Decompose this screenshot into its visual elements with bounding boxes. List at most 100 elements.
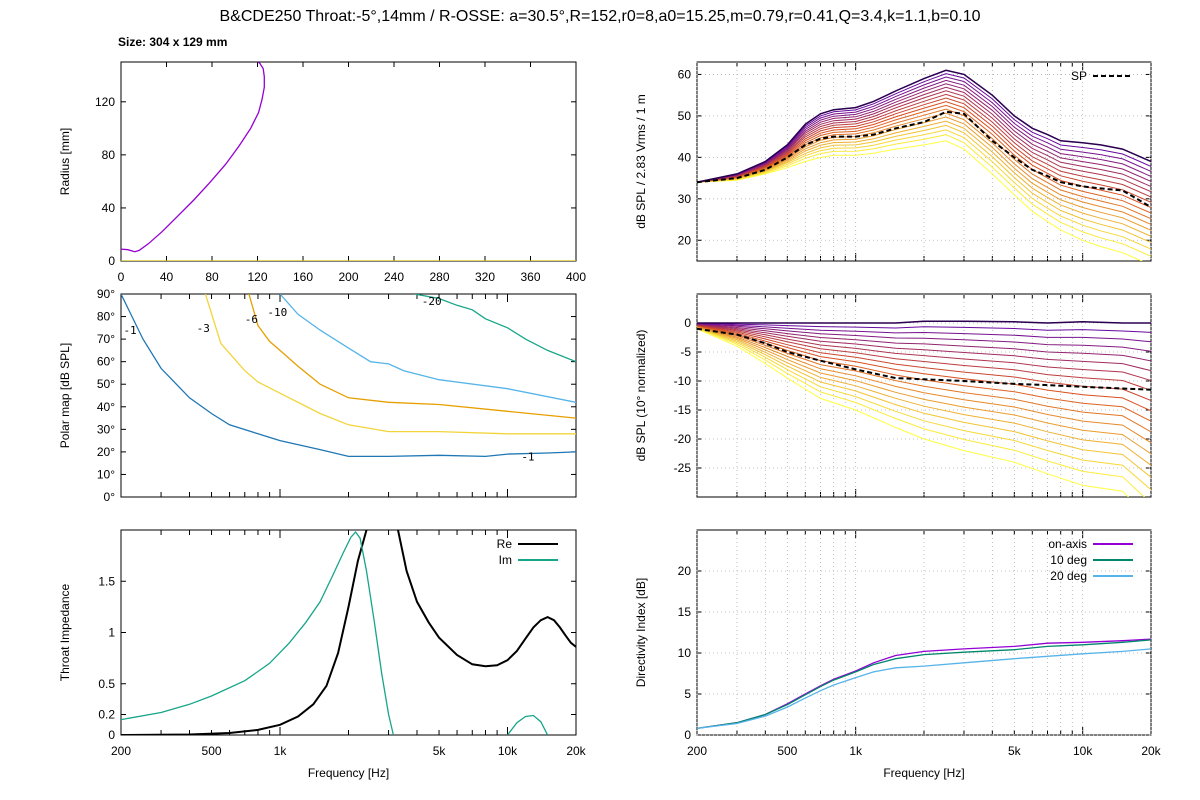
spl-ytick-label: 40 (678, 150, 692, 164)
impedance-legend-label: Re (497, 537, 513, 551)
normalized-angle-curve (697, 324, 1151, 381)
normalized-ytick-label: -15 (674, 403, 692, 417)
spl-angle-curve (697, 93, 1151, 198)
directivity-ytick-label: 15 (678, 605, 692, 619)
spl-on-axis-curve (697, 69, 1151, 183)
impedance-ytick-label: 1 (108, 626, 115, 640)
spl-ytick-label: 20 (678, 233, 692, 247)
normalized-angle-curve (697, 324, 1151, 391)
directivity-xtick-label: 20k (1141, 744, 1161, 758)
directivity-series-20-deg (697, 648, 1151, 730)
profile-xtick-label: 80 (205, 270, 219, 284)
spl-angle-curve (697, 83, 1151, 183)
normalized-angle-curve (697, 323, 1151, 372)
normalized-angle-curve (697, 326, 1151, 444)
profile-ytick-label: 40 (102, 201, 116, 215)
normalized-angle-curve (697, 328, 1129, 497)
polar_map-ytick-label: 40° (97, 400, 115, 414)
spl-ylabel: dB SPL / 2.83 Vrms / 1 m (634, 94, 648, 229)
profile-xtick-label: 400 (566, 270, 586, 284)
impedance-legend-label: Im (499, 553, 512, 567)
normalized-ytick-label: -20 (674, 432, 692, 446)
spl-angle-curve (697, 116, 1151, 231)
polar_map-frame (120, 293, 577, 498)
impedance-series-im-peak2 (506, 714, 549, 735)
directivity-xtick-label: 10k (1073, 744, 1093, 758)
directivity-series-10-deg (697, 639, 1151, 730)
impedance-series-im (121, 530, 395, 735)
polar_map-ytick-label: 30° (97, 422, 115, 436)
normalized-on-axis-curve (697, 320, 1151, 324)
profile-panel: 0 40 80 120 0 40 80 120 160 200 240 280 320 360 400 Rad… (58, 61, 586, 284)
spl-angle-curve (697, 79, 1151, 183)
directivity-ytick-label: 20 (678, 564, 692, 578)
normalized-angle-curve (697, 326, 1151, 455)
spl-angle-curve (697, 90, 1151, 193)
spl-angle-curve (697, 86, 1151, 187)
profile-xtick-label: 0 (118, 270, 125, 284)
profile-xtick-label: 360 (520, 270, 540, 284)
polar_map-ytick-label: 70° (97, 332, 115, 346)
profile-ytick-label: 0 (108, 254, 115, 268)
spl-angle-curve (697, 76, 1151, 183)
profile-xtick-label: 40 (160, 270, 174, 284)
impedance-ytick-label: 0.5 (98, 677, 115, 691)
profile-frame (120, 61, 577, 262)
polar_map-series--3 (204, 294, 576, 435)
polar_map-contour-label: -6 (245, 313, 258, 326)
normalized-series-sp (697, 327, 1151, 391)
directivity-ytick-label: 0 (684, 728, 691, 742)
directivity-legend-label: 10 deg (1050, 553, 1087, 567)
normalized-angle-curve (697, 326, 1151, 466)
directivity-legend-label: 20 deg (1050, 569, 1087, 583)
normalized-angle-curve (697, 323, 1151, 362)
impedance-plot-area (121, 530, 576, 735)
polar_map-series--1 (121, 294, 576, 458)
spl-angle-curve (697, 104, 1151, 214)
polar_map-series--10 (279, 294, 576, 403)
polar_map-contour-label: -20 (422, 295, 442, 308)
polar_map-ytick-label: 60° (97, 355, 115, 369)
polar_map-ytick-label: 0° (104, 490, 116, 504)
normalized-angle-curve (697, 322, 1151, 333)
polar_map-contour-label: -10 (267, 306, 287, 319)
normalized-panel: -25 -20 -15 -10 -5 0 dB SPL (10° normalized) (634, 293, 1152, 498)
normalized-plot-area (697, 320, 1151, 497)
normalized-angle-curve (697, 323, 1151, 352)
spl-plot-area (697, 69, 1151, 261)
spl-angle-curve (697, 134, 1151, 257)
directivity-xlabel: Frequency [Hz] (883, 766, 964, 780)
normalized-ytick-label: 0 (684, 316, 691, 330)
polar_map-ytick-label: 50° (97, 377, 115, 391)
normalized-angle-curve (697, 327, 1151, 478)
impedance-xtick-label: 500 (202, 744, 222, 758)
directivity-xtick-label: 1k (849, 744, 863, 758)
normalized-angle-curve (697, 327, 1151, 491)
impedance-xtick-label: 5k (433, 744, 447, 758)
directivity-legend-label: on-axis (1048, 537, 1087, 551)
impedance-xtick-label: 1k (274, 744, 288, 758)
profile-series-profile (121, 62, 265, 253)
profile-xtick-label: 280 (429, 270, 449, 284)
directivity-panel: 0 5 10 15 20 200 500 1k 5k 10k 20k Directivity Inde… (634, 529, 1162, 780)
spl-ytick-label: 60 (678, 67, 692, 81)
figure-subtitle: Size: 304 x 129 mm (118, 35, 227, 49)
spl-panel: 20 30 40 50 60 dB SPL / 2.83 Vrms / 1 m SP (634, 61, 1152, 262)
spl-angle-curve (697, 97, 1151, 203)
polar_map-contour-label: -1 (123, 324, 136, 337)
impedance-series-re-upper (397, 530, 576, 668)
normalized-angle-curve (697, 325, 1151, 433)
polar_map-ylabel: Polar map [dB SPL] (58, 343, 72, 448)
spl-ytick-label: 50 (678, 109, 692, 123)
polar_map-plot-area (121, 294, 576, 458)
normalized-ytick-label: -5 (680, 345, 691, 359)
profile-ytick-label: 120 (95, 95, 115, 109)
normalized-ylabel: dB SPL (10° normalized) (634, 330, 648, 462)
impedance-ytick-label: 1.5 (98, 574, 115, 588)
polar_map-ytick-label: 80° (97, 310, 115, 324)
polar_map-ytick-label: 10° (97, 467, 115, 481)
impedance-ytick-label: 0.2 (98, 708, 115, 722)
normalized-ytick-label: -25 (674, 461, 692, 475)
polar_map-series--20 (414, 294, 576, 363)
